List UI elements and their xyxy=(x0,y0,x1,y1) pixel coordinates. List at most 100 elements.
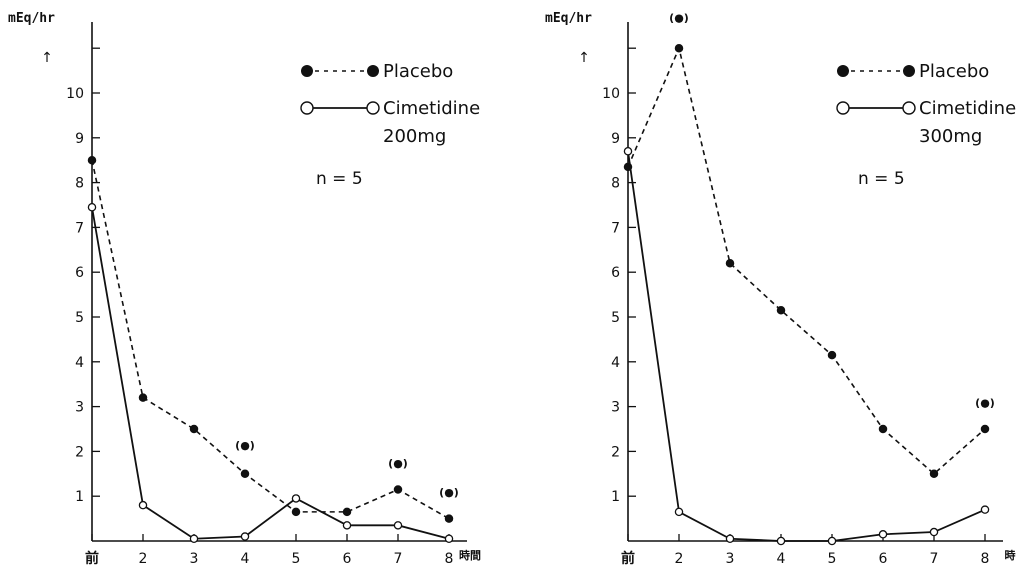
x-tick-label: 6 xyxy=(343,551,352,567)
significance-marker: (●) xyxy=(388,457,408,470)
data-point-placebo xyxy=(776,306,786,315)
y-tick-label: 6 xyxy=(75,265,84,281)
data-point-cimetidine xyxy=(342,521,352,530)
significance-marker: (●) xyxy=(669,11,689,24)
x-tick-label: 5 xyxy=(828,551,837,567)
significance-marker: (●) xyxy=(975,397,995,410)
data-point-placebo xyxy=(240,469,250,479)
data-point-placebo xyxy=(929,469,939,479)
data-point-cimetidine xyxy=(138,500,148,510)
legend-marker-cimetidine xyxy=(902,101,916,115)
series-line-placebo xyxy=(627,45,986,475)
y-tick-label: 8 xyxy=(611,176,620,192)
legend-marker-placebo xyxy=(367,65,379,77)
legend-marker-placebo xyxy=(903,65,915,77)
chart-panel-2: mEq/hr ↑ 1 2 3 4 5 6 7 8 9 10 前 2 3 4 5 6 7 8 時 (●) (●) Placebo… xyxy=(545,11,1016,567)
data-point-cimetidine xyxy=(980,505,990,514)
y-arrow-icon: ↑ xyxy=(578,50,590,66)
legend-marker-placebo xyxy=(837,65,849,77)
series-line-cimetidine xyxy=(91,207,450,540)
x-tick-label: 8 xyxy=(981,551,990,567)
series-line-cimetidine xyxy=(627,151,986,542)
legend-label-placebo: Placebo xyxy=(919,61,989,82)
data-point-cimetidine xyxy=(929,527,939,537)
data-point-cimetidine xyxy=(623,146,633,156)
data-point-cimetidine xyxy=(291,494,301,503)
y-tick-label: 4 xyxy=(611,355,620,371)
y-arrow-icon: ↑ xyxy=(41,50,53,66)
legend-marker-cimetidine xyxy=(366,101,380,115)
x-axis-unit-label: 時間 xyxy=(459,548,481,562)
x-tick-label: 3 xyxy=(190,551,199,567)
x-tick-label: 7 xyxy=(930,551,939,567)
data-point-cimetidine xyxy=(240,532,250,541)
y-tick-label: 10 xyxy=(66,86,84,102)
sample-size-label: n = 5 xyxy=(316,169,363,189)
x-axis-unit-label: 時 xyxy=(1005,548,1016,562)
y-tick-label: 10 xyxy=(602,86,620,102)
y-tick-label: 7 xyxy=(75,220,84,236)
significance-marker: (●) xyxy=(439,486,459,499)
y-tick-label: 4 xyxy=(75,355,84,371)
y-tick-label: 5 xyxy=(75,310,84,326)
y-tick-label: 7 xyxy=(611,220,620,236)
data-point-cimetidine xyxy=(87,202,97,212)
y-tick-label: 8 xyxy=(75,176,84,192)
y-tick-label: 1 xyxy=(611,489,620,505)
y-tick-label: 9 xyxy=(75,131,84,147)
data-point-cimetidine xyxy=(189,534,199,544)
y-tick-label: 2 xyxy=(75,444,84,460)
data-point-placebo xyxy=(138,393,148,402)
data-point-placebo xyxy=(342,507,352,517)
legend-marker-cimetidine xyxy=(836,101,850,115)
legend-label-cimetidine: Cimetidine xyxy=(919,98,1016,119)
x-tick-label: 前 xyxy=(85,550,99,567)
data-point-cimetidine xyxy=(776,536,786,546)
x-tick-label: 4 xyxy=(777,551,786,567)
x-tick-label: 5 xyxy=(292,551,301,567)
legend-marker-placebo xyxy=(301,65,313,77)
data-point-placebo xyxy=(87,155,97,165)
y-tick-label: 3 xyxy=(611,400,620,416)
legend-marker-cimetidine xyxy=(300,101,314,115)
data-point-placebo xyxy=(725,258,735,268)
x-tick-label: 7 xyxy=(394,551,403,567)
y-tick-label: 6 xyxy=(611,265,620,281)
data-point-cimetidine xyxy=(674,507,684,517)
y-tick-label: 1 xyxy=(75,489,84,505)
data-point-cimetidine xyxy=(878,530,888,539)
legend-label-cimetidine: Cimetidine xyxy=(383,98,480,119)
chart-panel-1: mEq/hr ↑ 1 2 3 4 5 6 7 8 9 10 前 2 3 4 5 6 7 8 時間 (●) (●) (●) Pla… xyxy=(8,11,481,567)
data-point-placebo xyxy=(189,424,199,434)
x-tick-label: 4 xyxy=(241,551,250,567)
x-tick-label: 2 xyxy=(675,551,684,567)
legend-dose-label: 200mg xyxy=(383,126,446,147)
y-tick-label: 2 xyxy=(611,444,620,460)
data-point-placebo xyxy=(444,514,454,523)
x-tick-label: 2 xyxy=(139,551,148,567)
data-point-placebo xyxy=(674,43,684,53)
significance-marker: (●) xyxy=(235,439,255,452)
sample-size-label: n = 5 xyxy=(858,169,905,189)
data-point-cimetidine xyxy=(393,521,403,530)
legend-label-placebo: Placebo xyxy=(383,61,453,82)
data-point-cimetidine xyxy=(725,534,735,544)
data-point-cimetidine xyxy=(827,536,837,546)
data-point-placebo xyxy=(291,507,301,517)
x-tick-label: 前 xyxy=(621,550,635,567)
y-tick-label: 5 xyxy=(611,310,620,326)
y-axis-label: mEq/hr xyxy=(8,11,55,26)
data-point-placebo xyxy=(878,424,888,434)
x-tick-label: 8 xyxy=(445,551,454,567)
series-line-placebo xyxy=(91,160,450,520)
y-tick-label: 3 xyxy=(75,400,84,416)
y-axis-label: mEq/hr xyxy=(545,11,592,26)
x-tick-label: 6 xyxy=(879,551,888,567)
data-point-cimetidine xyxy=(444,534,454,544)
x-tick-label: 3 xyxy=(726,551,735,567)
y-tick-label: 9 xyxy=(611,131,620,147)
data-point-placebo xyxy=(827,350,837,360)
legend-dose-label: 300mg xyxy=(919,126,982,147)
data-point-placebo xyxy=(393,485,403,494)
